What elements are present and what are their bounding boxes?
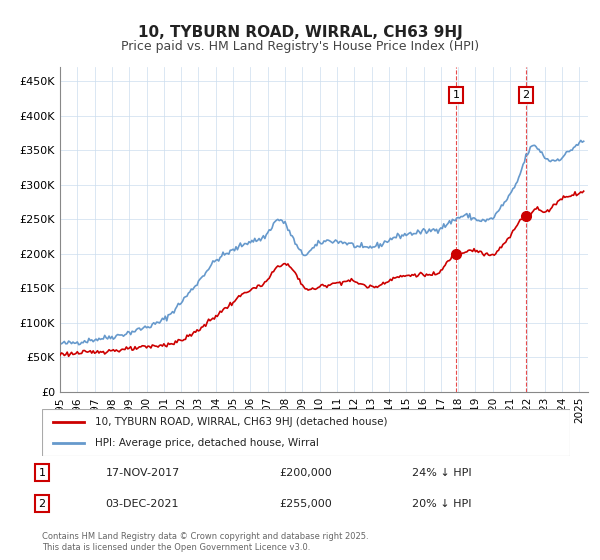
FancyBboxPatch shape (42, 409, 570, 456)
Text: 03-DEC-2021: 03-DEC-2021 (106, 498, 179, 508)
Text: £200,000: £200,000 (280, 468, 332, 478)
Text: 10, TYBURN ROAD, WIRRAL, CH63 9HJ: 10, TYBURN ROAD, WIRRAL, CH63 9HJ (137, 25, 463, 40)
Text: 2: 2 (38, 498, 46, 508)
Text: 1: 1 (452, 90, 460, 100)
Text: 17-NOV-2017: 17-NOV-2017 (106, 468, 179, 478)
Text: £255,000: £255,000 (280, 498, 332, 508)
Text: 20% ↓ HPI: 20% ↓ HPI (412, 498, 471, 508)
Text: HPI: Average price, detached house, Wirral: HPI: Average price, detached house, Wirr… (95, 438, 319, 448)
Text: 10, TYBURN ROAD, WIRRAL, CH63 9HJ (detached house): 10, TYBURN ROAD, WIRRAL, CH63 9HJ (detac… (95, 417, 388, 427)
Text: 2: 2 (523, 90, 530, 100)
Text: Contains HM Land Registry data © Crown copyright and database right 2025.
This d: Contains HM Land Registry data © Crown c… (42, 532, 368, 552)
Text: 24% ↓ HPI: 24% ↓ HPI (412, 468, 471, 478)
Text: 1: 1 (38, 468, 46, 478)
Text: Price paid vs. HM Land Registry's House Price Index (HPI): Price paid vs. HM Land Registry's House … (121, 40, 479, 53)
